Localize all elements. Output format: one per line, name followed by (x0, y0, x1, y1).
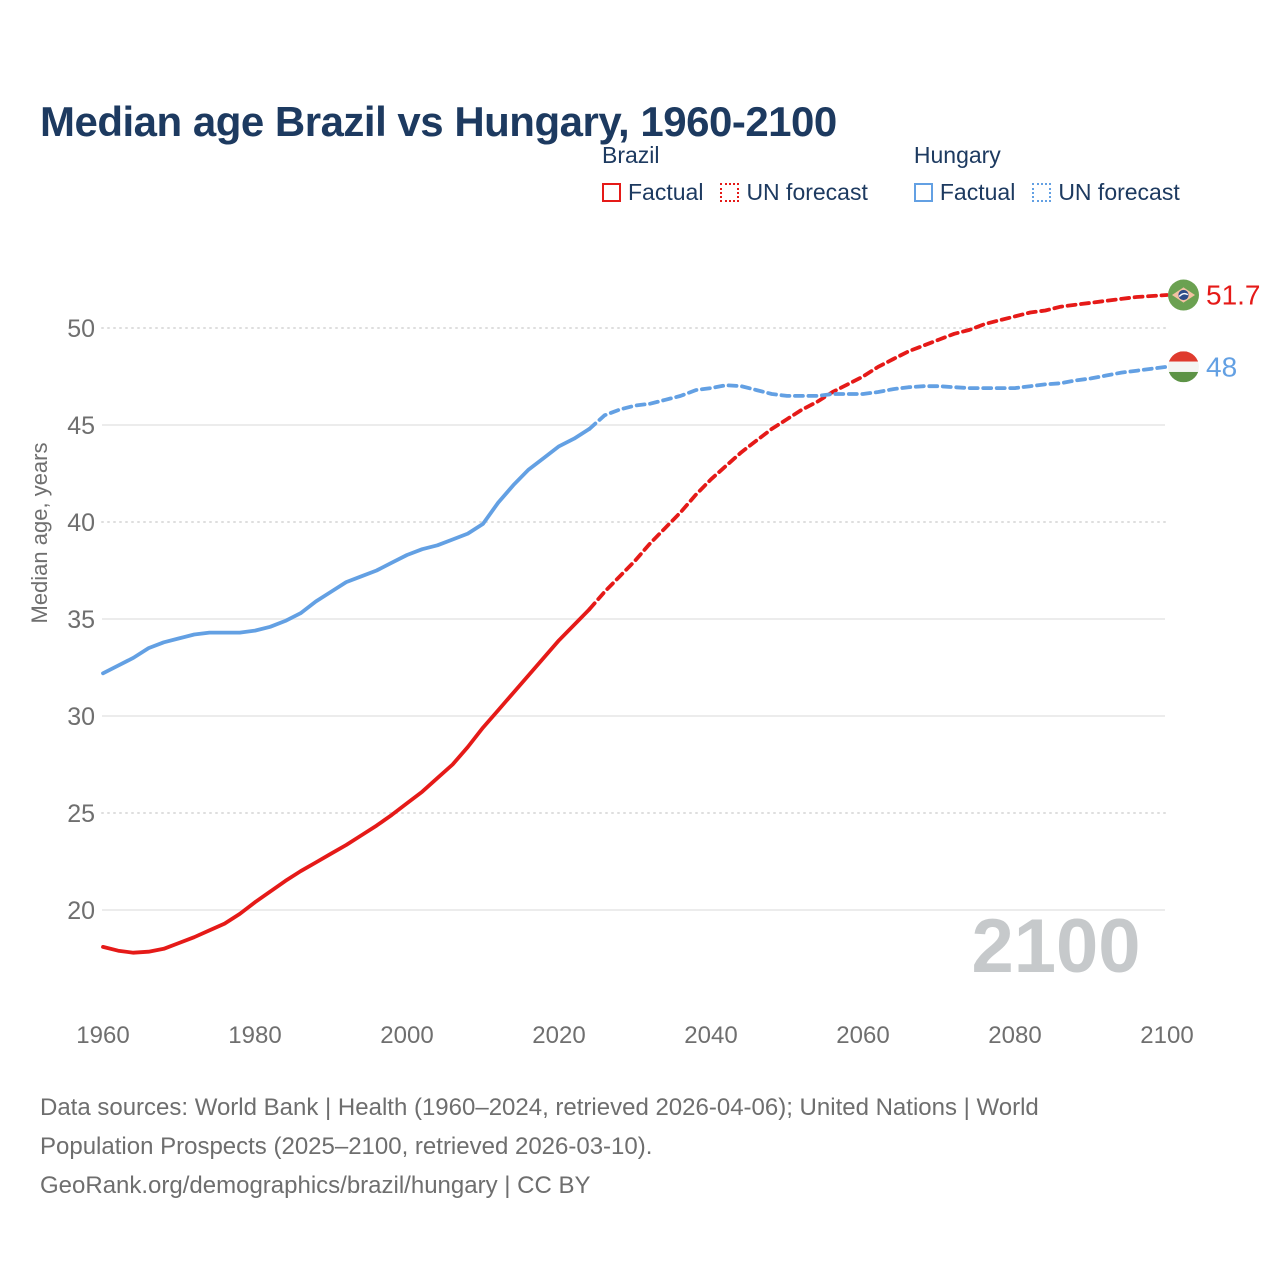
legend-group-hungary: Hungary Factual UN forecast (913, 142, 1180, 206)
legend-item-brazil-forecast[interactable]: UN forecast (720, 179, 868, 206)
x-tick-label: 2020 (532, 1022, 585, 1049)
x-tick-label: 1960 (76, 1022, 129, 1049)
legend-item-label: Factual (939, 179, 1016, 205)
x-tick-label: 2060 (836, 1022, 889, 1049)
legend-swatch-solid-red-icon (602, 183, 621, 202)
y-tick-label: 45 (67, 412, 95, 440)
legend-swatch-dotted-blue-icon (1032, 183, 1052, 202)
y-tick-label: 30 (67, 703, 95, 731)
series-line-brazil-un-forecast (587, 293, 1169, 612)
watermark-year: 2100 (971, 904, 1140, 989)
legend-item-brazil-factual[interactable]: Factual (602, 179, 703, 206)
x-tick-label: 2080 (988, 1022, 1041, 1049)
brazil-flag-icon (1168, 279, 1199, 311)
legend-group-title-brazil: Brazil (602, 142, 660, 168)
x-tick-label: 2100 (1140, 1022, 1193, 1049)
legend-item-hungary-factual[interactable]: Factual (913, 179, 1016, 206)
series-line-brazil-factual (101, 607, 592, 955)
y-tick-label: 25 (67, 800, 95, 828)
x-tick-label: 2000 (380, 1022, 433, 1049)
legend-group-title-hungary: Hungary (913, 142, 1001, 168)
series-line-hungary-factual (101, 427, 592, 676)
x-tick-label: 2040 (684, 1022, 737, 1049)
y-tick-label: 20 (67, 897, 95, 925)
legend-group-brazil: Brazil Factual UN forecast (602, 142, 868, 206)
legend-item-label: UN forecast (746, 179, 868, 205)
x-tick-label: 1980 (228, 1022, 281, 1049)
chart-legend: Brazil Factual UN forecast Hungary Factu… (602, 142, 1180, 206)
legend-items-brazil: Factual UN forecast (602, 179, 868, 206)
legend-item-label: Factual (628, 179, 704, 205)
y-tick-label: 40 (67, 509, 95, 537)
end-value-label-brazil: 51.7 (1206, 280, 1261, 311)
y-axis-title: Median age, years (27, 443, 52, 624)
y-tick-label: 35 (67, 606, 95, 634)
legend-items-hungary: Factual UN forecast (913, 179, 1180, 206)
data-sources-line2: Population Prospects (2025–2100, retriev… (40, 1133, 653, 1160)
page-title: Median age Brazil vs Hungary, 1960-2100 (40, 98, 837, 146)
data-sources-line1: Data sources: World Bank | Health (1960–… (40, 1094, 1039, 1121)
legend-swatch-dotted-red-icon (720, 183, 740, 202)
y-tick-label: 50 (67, 315, 95, 343)
hungary-flag-icon (1168, 351, 1199, 383)
chart-footer: Data sources: World Bank | Health (1960–… (40, 1088, 1039, 1205)
legend-item-hungary-forecast[interactable]: UN forecast (1032, 179, 1180, 206)
end-value-label-hungary: 48 (1206, 351, 1237, 382)
series-line-hungary-un-forecast (587, 364, 1169, 431)
legend-swatch-solid-blue-icon (913, 183, 933, 202)
source-link[interactable]: GeoRank.org/demographics/brazil/hungary … (40, 1172, 591, 1199)
legend-item-label: UN forecast (1058, 179, 1180, 205)
